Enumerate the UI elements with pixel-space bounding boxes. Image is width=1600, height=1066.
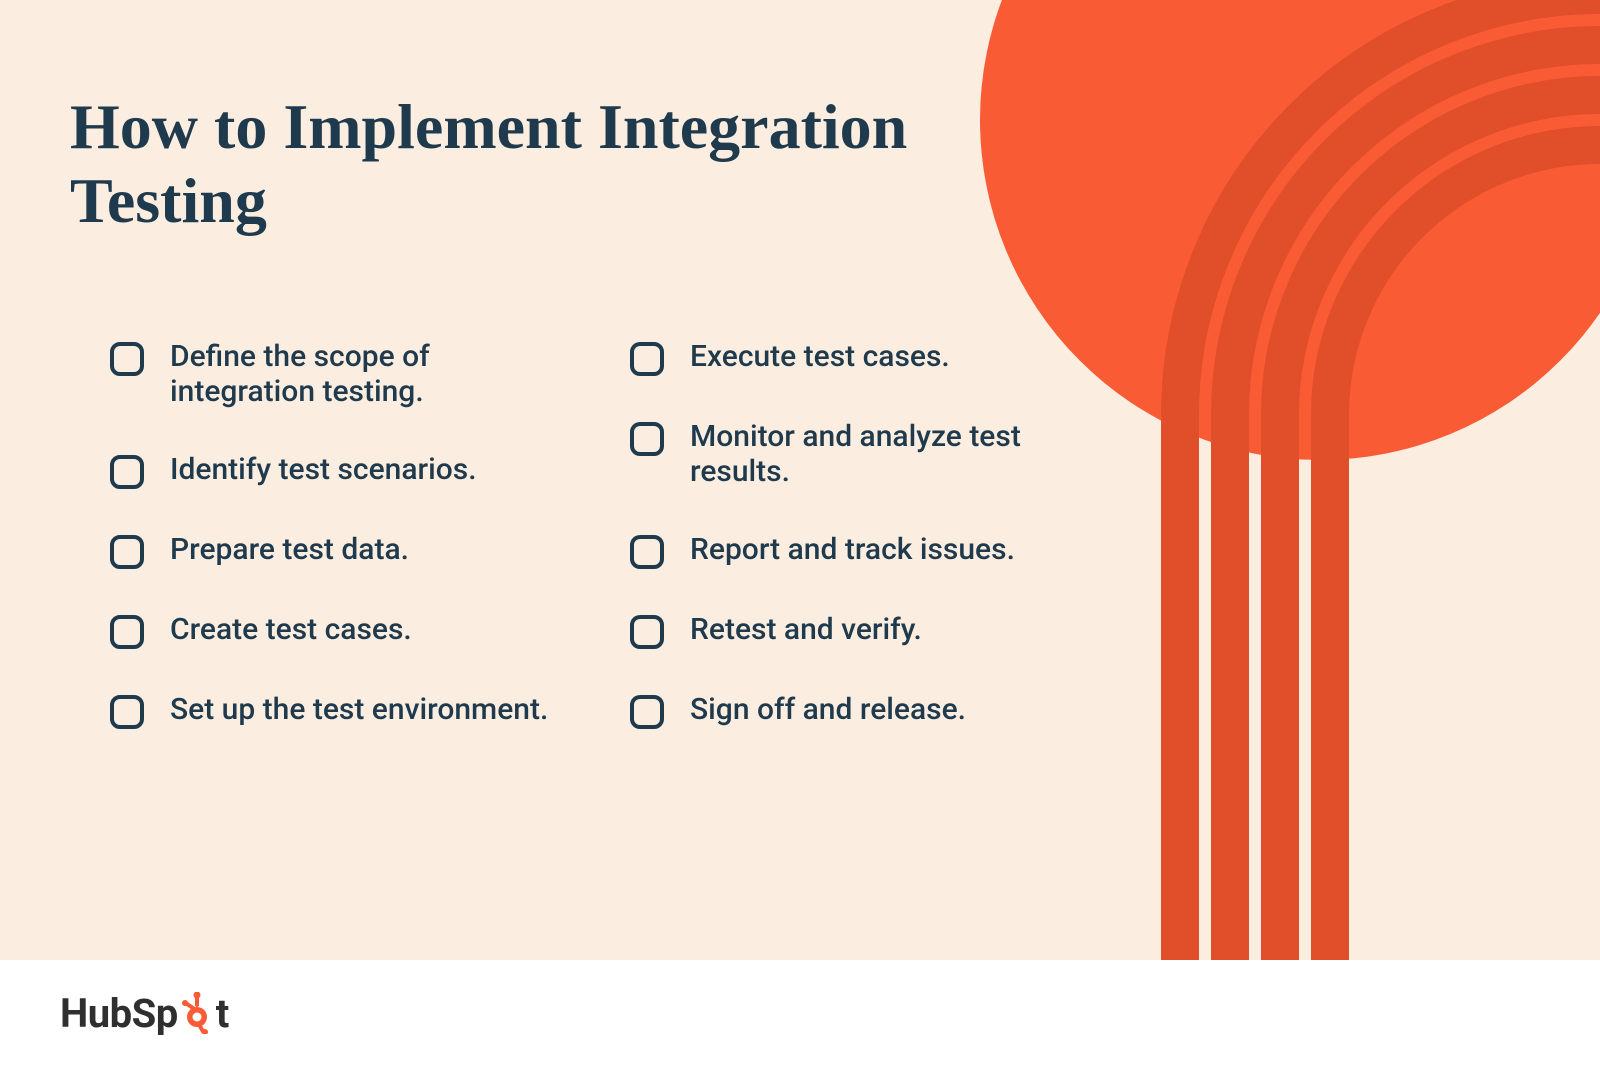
checkbox-icon xyxy=(630,535,664,569)
infographic-canvas: How to Implement Integration Testing Def… xyxy=(0,0,1600,960)
hubspot-logo: HubSp t xyxy=(60,990,229,1037)
checklist-item: Define the scope of integration testing. xyxy=(110,340,570,409)
checklist-item-text: Set up the test environment. xyxy=(170,693,548,728)
checklist-item: Monitor and analyze test results. xyxy=(630,420,1090,489)
footer-bar: HubSp t xyxy=(0,960,1600,1066)
checklist-item-text: Sign off and release. xyxy=(690,693,966,728)
checklist-item: Prepare test data. xyxy=(110,533,570,569)
checkbox-icon xyxy=(630,615,664,649)
checkbox-icon xyxy=(630,695,664,729)
checklist-item: Sign off and release. xyxy=(630,693,1090,729)
checklist-item-text: Retest and verify. xyxy=(690,613,922,648)
logo-text-hub: HubSp xyxy=(60,990,178,1037)
checklist-item-text: Prepare test data. xyxy=(170,533,409,568)
checklist-column-left: Define the scope of integration testing.… xyxy=(110,340,570,729)
checklist-item: Execute test cases. xyxy=(630,340,1090,376)
checklist-column-right: Execute test cases. Monitor and analyze t… xyxy=(630,340,1090,729)
checklist-item-text: Execute test cases. xyxy=(690,340,950,375)
checklist-item-text: Identify test scenarios. xyxy=(170,453,477,488)
logo-text-t: t xyxy=(216,990,229,1037)
page-title: How to Implement Integration Testing xyxy=(70,90,1020,237)
checklist-item-text: Monitor and analyze test results. xyxy=(690,420,1090,489)
checkbox-icon xyxy=(630,342,664,376)
checkbox-icon xyxy=(110,342,144,376)
checklist-item: Report and track issues. xyxy=(630,533,1090,569)
checklist-item-text: Define the scope of integration testing. xyxy=(170,340,570,409)
checklist-item: Identify test scenarios. xyxy=(110,453,570,489)
checkbox-icon xyxy=(110,695,144,729)
checklist-item: Retest and verify. xyxy=(630,613,1090,649)
sprocket-icon xyxy=(182,992,212,1034)
checklist-item: Set up the test environment. xyxy=(110,693,570,729)
checklist-columns: Define the scope of integration testing.… xyxy=(110,340,1110,729)
checkbox-icon xyxy=(630,422,664,456)
checklist-item-text: Report and track issues. xyxy=(690,533,1015,568)
checkbox-icon xyxy=(110,615,144,649)
checklist-item-text: Create test cases. xyxy=(170,613,412,648)
checklist-item: Create test cases. xyxy=(110,613,570,649)
checkbox-icon xyxy=(110,455,144,489)
checkbox-icon xyxy=(110,535,144,569)
